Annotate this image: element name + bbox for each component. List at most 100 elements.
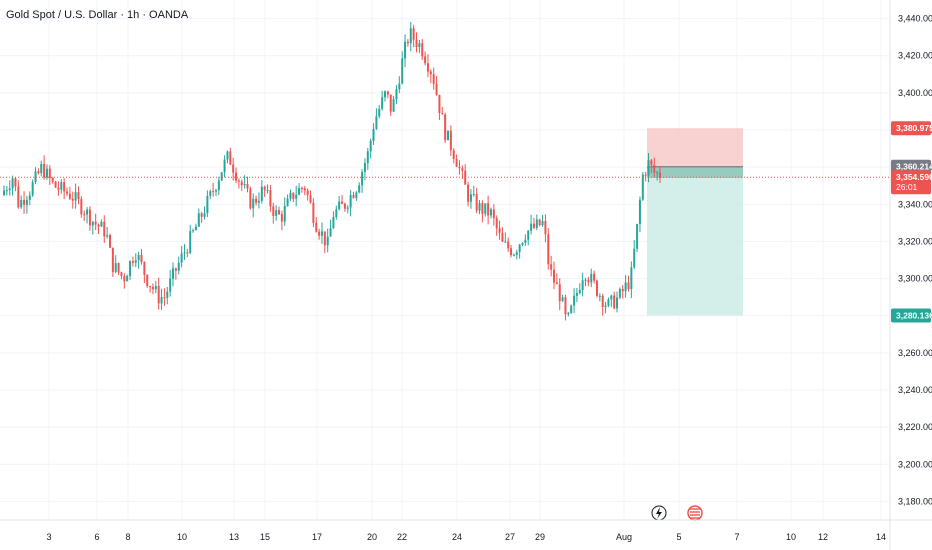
time-axis[interactable]: 3 6 8 10 13 15 17 20 22 24 27 29 Aug 5 7 10 12 14 (0, 519, 932, 542)
candle-body (177, 262, 180, 271)
stop-price-tag-label: 3,380.975 (896, 123, 932, 133)
candle-body (25, 200, 28, 205)
candle-body (312, 202, 315, 223)
candle-body (255, 198, 258, 203)
candle-body (510, 248, 513, 256)
price-tick-label: 3,340.000 (898, 199, 932, 209)
candle-body (432, 74, 435, 84)
candle-body (214, 190, 217, 192)
candle-body (541, 221, 544, 226)
price-tick-label: 3,300.000 (898, 274, 932, 284)
candle-body (524, 239, 527, 243)
candle-body (60, 182, 63, 190)
candle-body (237, 180, 240, 182)
candle-body (226, 151, 229, 160)
candle-body (535, 219, 538, 228)
candle-body (140, 254, 143, 263)
candle-body (68, 193, 71, 199)
us-flag-event-icon[interactable] (687, 505, 703, 521)
candle-body (610, 295, 613, 300)
candle-body (131, 261, 134, 263)
candle-body (23, 200, 26, 205)
candle-body (146, 274, 149, 287)
current-price-tag-countdown: 26:01 (896, 182, 918, 192)
candle-body (532, 223, 535, 228)
candle-body (575, 292, 578, 296)
candle-body (498, 228, 501, 233)
entry-fill-zone[interactable] (647, 166, 743, 178)
target-price-tag-bg (891, 308, 931, 323)
candle-body (627, 282, 630, 290)
candle-body (478, 203, 481, 211)
candle-body (418, 43, 421, 47)
candle-body (246, 184, 249, 189)
candle-body (435, 83, 438, 95)
candle-body (469, 194, 472, 202)
candle-body (8, 188, 11, 191)
candle-body (114, 263, 117, 272)
time-tick-label: Aug (616, 532, 632, 542)
candle-body (401, 58, 404, 84)
symbol-title: Gold Spot / U.S. Dollar · 1h · OANDA (6, 9, 189, 21)
candle-body (553, 269, 556, 283)
candle-body (404, 41, 407, 59)
candle-body (169, 278, 172, 292)
time-tick-label: 24 (452, 532, 462, 542)
candle-body (14, 178, 17, 187)
candle-body (57, 187, 60, 190)
time-tick-label: 6 (94, 532, 99, 542)
candle-body (300, 188, 303, 190)
candle-body (584, 279, 587, 281)
candle-body (438, 94, 441, 113)
candle-body (137, 254, 140, 261)
candle-body (555, 282, 558, 285)
candle-body (449, 130, 452, 151)
candle-body (106, 235, 109, 237)
candle-body (369, 140, 372, 152)
lightning-event-icon[interactable] (651, 505, 667, 521)
candle-body (48, 168, 51, 178)
candle-body (123, 276, 126, 282)
candle-body (326, 236, 329, 246)
candle-body (63, 182, 66, 192)
candle-body (607, 299, 610, 306)
candle-body (447, 130, 450, 141)
candle-body (656, 172, 659, 174)
candle-body (335, 209, 338, 218)
candle-body (194, 226, 197, 231)
candle-body (544, 221, 547, 235)
candle-body (157, 285, 160, 304)
candle-body (160, 297, 163, 304)
candle-body (126, 276, 129, 282)
take-profit-zone[interactable] (647, 166, 743, 316)
candle-body (395, 89, 398, 100)
candle-body (212, 191, 215, 193)
candle-body (613, 295, 616, 309)
candle-body (647, 160, 650, 176)
candle-body (441, 112, 444, 115)
candle-body (320, 231, 323, 236)
price-axis[interactable]: 3,180.000 3,200.000 3,220.000 3,240.000 3,26… (889, 0, 932, 550)
candle-body (286, 198, 289, 206)
candle-body (66, 191, 69, 194)
candle-body (653, 165, 656, 173)
candle-body (424, 56, 427, 64)
position-tool[interactable] (647, 128, 743, 316)
candle-body (209, 191, 212, 196)
candle-body (151, 286, 154, 290)
candle-body (252, 198, 255, 209)
time-tick-label: 17 (312, 532, 322, 542)
time-tick-label: 3 (46, 532, 51, 542)
candle-body (604, 305, 607, 308)
candle-body (54, 181, 57, 188)
time-tick-label: 15 (260, 532, 270, 542)
candle-body (601, 295, 604, 308)
candle-body (192, 230, 195, 232)
current-price-tag-bg (891, 170, 931, 195)
event-markers[interactable] (651, 505, 703, 521)
stop-loss-zone[interactable] (647, 128, 743, 167)
candle-body (80, 199, 83, 215)
candle-body (5, 190, 8, 192)
time-tick-label: 22 (397, 532, 407, 542)
